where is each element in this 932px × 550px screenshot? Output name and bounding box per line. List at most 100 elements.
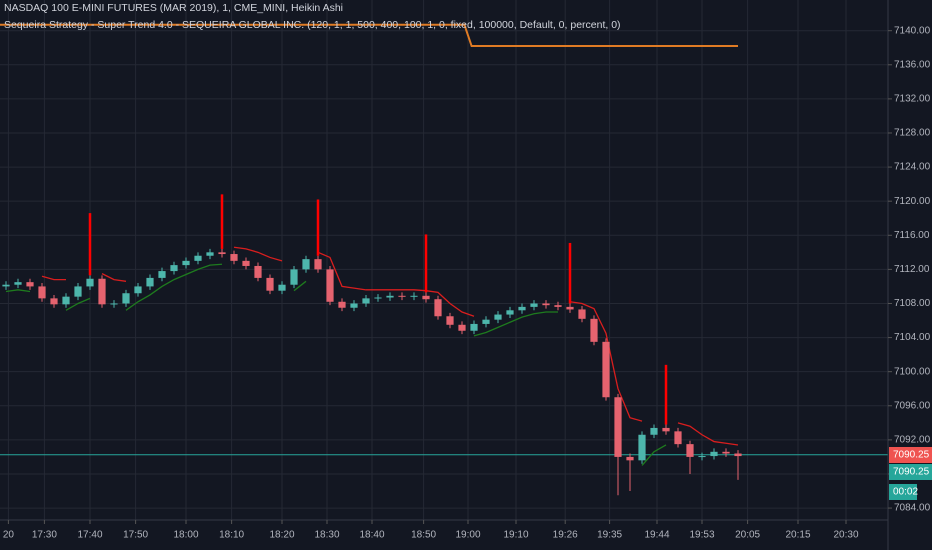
candle-body (230, 254, 238, 261)
price-label-box (889, 464, 932, 480)
x-tick-label: 18:40 (359, 530, 384, 541)
y-tick-label: 7132.00 (894, 94, 931, 105)
candle-body (554, 305, 562, 307)
x-tick-label: 19:26 (553, 530, 578, 541)
supertrend-line (41, 246, 739, 446)
candle-body (590, 318, 598, 342)
candle-body (662, 427, 670, 432)
candle-body (218, 252, 226, 255)
candle-body (602, 341, 610, 398)
candle-body (626, 456, 634, 461)
candle-body (734, 453, 742, 457)
y-tick-label: 7100.00 (894, 366, 931, 377)
y-tick-label: 7120.00 (894, 196, 931, 207)
x-tick-label: 19:10 (503, 530, 528, 541)
y-tick-label: 7140.00 (894, 25, 931, 36)
candle-body (314, 259, 322, 270)
candle-body (470, 323, 478, 331)
candle-body (86, 278, 94, 287)
candle-body (362, 298, 370, 304)
candle-body (254, 265, 262, 278)
candle-body (506, 310, 514, 315)
candle-body (350, 303, 358, 308)
candle-body (686, 444, 694, 457)
candle-body (170, 265, 178, 272)
candle-body (446, 316, 454, 325)
candle-body (422, 295, 430, 300)
candle-body (458, 324, 466, 331)
x-tick-label: 19:35 (597, 530, 622, 541)
x-tick-label: 20 (3, 530, 15, 541)
price-label-box (889, 484, 917, 500)
x-tick-label: 17:50 (123, 530, 148, 541)
candle-body (62, 296, 70, 305)
candle-body (122, 293, 130, 304)
candle-body (182, 260, 190, 266)
x-tick-label: 19:53 (689, 530, 714, 541)
candle-body (50, 298, 58, 305)
candle-body (2, 284, 10, 287)
x-tick-label: 20:30 (833, 530, 858, 541)
y-tick-label: 7116.00 (894, 230, 930, 241)
candle-body (542, 303, 550, 306)
candle-body (578, 309, 586, 319)
strategy-title: Sequeira Strategy - Super Trend 4.0 - SE… (4, 19, 621, 31)
x-tick-label: 18:10 (219, 530, 244, 541)
candle-body (566, 306, 574, 310)
candle-body (338, 301, 346, 308)
candle-body (266, 277, 274, 291)
candle-body (494, 314, 502, 320)
x-tick-label: 19:44 (644, 530, 669, 541)
candle-body (26, 282, 34, 287)
price-label-box (889, 447, 932, 463)
candle-body (326, 269, 334, 302)
candle-body (14, 282, 22, 285)
y-tick-label: 7128.00 (894, 128, 931, 139)
equity-line (0, 23, 738, 48)
x-tick-label: 19:00 (455, 530, 480, 541)
y-tick-label: 7104.00 (894, 332, 931, 343)
candle-body (74, 286, 82, 297)
candle-body (302, 259, 310, 270)
y-tick-label: 7124.00 (894, 162, 931, 173)
x-tick-label: 18:30 (314, 530, 339, 541)
candle-body (698, 456, 706, 458)
price-label: 00:02 (893, 487, 918, 498)
candle-body (710, 451, 718, 457)
candle-body (278, 284, 286, 291)
candle-body (398, 295, 406, 297)
candle-body (38, 286, 46, 299)
x-tick-label: 18:50 (411, 530, 436, 541)
candle-body (638, 434, 646, 461)
candle-body (374, 297, 382, 299)
x-tick-label: 17:40 (77, 530, 102, 541)
x-tick-label: 18:00 (173, 530, 198, 541)
x-tick-label: 20:15 (785, 530, 810, 541)
candle-body (386, 295, 394, 298)
candle-body (98, 278, 106, 305)
x-tick-label: 20:05 (735, 530, 760, 541)
candle-body (158, 271, 166, 278)
price-label: 7090.25 (893, 467, 930, 478)
candle-body (650, 427, 658, 435)
y-tick-label: 7084.00 (894, 503, 931, 514)
y-tick-label: 7092.00 (894, 435, 931, 446)
candle-body (722, 451, 730, 454)
candle-body (614, 397, 622, 457)
candle-body (134, 286, 142, 294)
candle-body (518, 306, 526, 311)
y-tick-label: 7108.00 (894, 298, 931, 309)
candle-body (290, 269, 298, 285)
y-tick-label: 7136.00 (894, 59, 931, 70)
candle-body (242, 260, 250, 266)
x-tick-label: 17:30 (32, 530, 57, 541)
y-tick-label: 7112.00 (894, 264, 930, 275)
candle-body (110, 303, 118, 305)
candle-body (410, 295, 418, 297)
candle-body (674, 431, 682, 445)
supertrend-line (5, 263, 667, 466)
candle-body (530, 303, 538, 307)
candle-body (206, 252, 214, 256)
